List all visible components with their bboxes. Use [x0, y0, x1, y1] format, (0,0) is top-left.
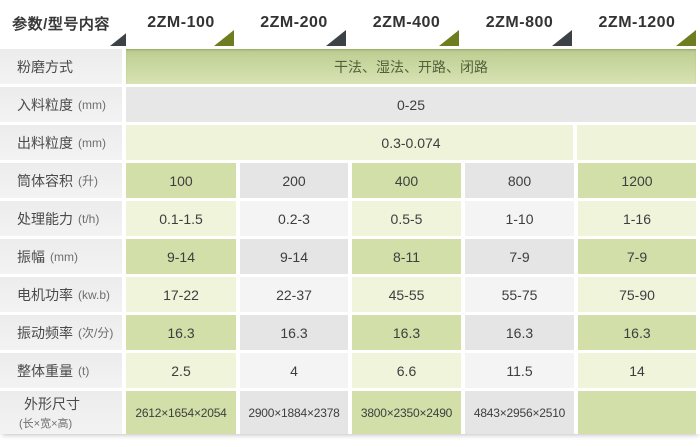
table-cell: 9-14: [240, 239, 348, 274]
header-param-label: 参数/型号内容: [12, 15, 110, 33]
corner-triangle-dark-icon: [552, 30, 572, 46]
table-cell: 1-10: [465, 201, 574, 236]
table-cell: 0.5-5: [352, 201, 461, 236]
row-unit-text: (mm): [78, 97, 106, 112]
grinding-method-value: 干法、湿法、开路、闭路: [126, 49, 696, 84]
row-label-capacity: 处理能力 (t/h): [0, 201, 122, 236]
spec-table: 参数/型号内容 2ZM-100 2ZM-200 2ZM-400 2ZM-800 …: [0, 0, 696, 434]
row-unit-text: (次/分): [78, 326, 114, 340]
row-label-text: 整体重量: [17, 362, 73, 379]
row-unit-text: (t): [78, 363, 90, 378]
table-cell: 2.5: [126, 353, 236, 388]
row-label-grinding-method: 粉磨方式: [0, 49, 122, 84]
table-cell: 11.5: [465, 353, 574, 388]
table-cell: 7-9: [465, 239, 574, 274]
table-cell: 1-16: [578, 201, 696, 236]
table-cell: 4843×2956×2510: [465, 391, 574, 434]
header-model-2zm-1200: 2ZM-1200: [578, 0, 696, 46]
table-cell: 0.2-3: [240, 201, 348, 236]
row-label-text: 处理能力: [17, 210, 73, 227]
model-label: 2ZM-100: [147, 14, 215, 31]
table-cell: 75-90: [578, 277, 696, 312]
table-cell: 2612×1654×2054: [126, 391, 236, 434]
row-unit-text: (mm): [78, 135, 106, 150]
corner-triangle-dark-icon: [326, 30, 346, 46]
table-cell: 2900×1884×2378: [240, 391, 348, 434]
row-label-text: 外形尺寸: [24, 396, 80, 412]
row-label-amplitude: 振幅 (mm): [0, 239, 122, 274]
row-label-text: 电机功率: [17, 286, 73, 303]
table-cell: 1200: [578, 163, 696, 198]
table-cell: 16.3: [240, 315, 348, 350]
row-label-text: 筒体容积: [17, 172, 73, 189]
row-label-overall-dimensions: 外形尺寸 (长×宽×高): [0, 391, 122, 434]
table-cell: [578, 391, 696, 434]
model-label: 2ZM-800: [485, 14, 554, 31]
row-label-text: 入料粒度: [17, 96, 73, 113]
model-label: 2ZM-400: [372, 14, 441, 31]
header-model-2zm-100: 2ZM-100: [126, 0, 236, 46]
row-unit-text: (长×宽×高): [19, 418, 73, 430]
table-cell: 400: [352, 163, 461, 198]
output-size-value: 0.3-0.074: [126, 125, 696, 160]
row-unit-text: (t/h): [78, 211, 100, 226]
row-label-text: 振幅: [17, 248, 45, 265]
table-cell: 800: [465, 163, 574, 198]
table-cell: 16.3: [126, 315, 236, 350]
table-cell: 3800×2350×2490: [352, 391, 461, 434]
row-unit-text: (kw.b): [78, 287, 111, 302]
row-label-text: 粉磨方式: [17, 58, 73, 75]
table-cell: 45-55: [352, 277, 461, 312]
table-cell: 100: [126, 163, 236, 198]
row-unit-text: (mm): [50, 249, 78, 264]
table-cell: 14: [578, 353, 696, 388]
table-cell: 22-37: [240, 277, 348, 312]
corner-triangle-green-icon: [214, 30, 234, 46]
table-cell: 16.3: [578, 315, 696, 350]
row-label-text: 出料粒度: [17, 134, 73, 151]
table-cell: 0.1-1.5: [126, 201, 236, 236]
header-model-2zm-400: 2ZM-400: [352, 0, 461, 46]
row-label-text: 振动频率: [17, 324, 73, 341]
model-label: 2ZM-1200: [598, 14, 676, 31]
model-label: 2ZM-200: [260, 14, 328, 31]
table-cell: 16.3: [352, 315, 461, 350]
table-cell: 6.6: [352, 353, 461, 388]
table-cell: 9-14: [126, 239, 236, 274]
row-label-feed-size: 入料粒度 (mm): [0, 87, 122, 122]
header-model-2zm-200: 2ZM-200: [240, 0, 348, 46]
corner-triangle-dark-icon: [110, 30, 130, 46]
row-label-total-weight: 整体重量 (t): [0, 353, 122, 388]
row-label-motor-power: 电机功率 (kw.b): [0, 277, 122, 312]
corner-triangle-green-icon: [439, 30, 459, 46]
feed-size-value: 0-25: [126, 87, 696, 122]
header-param-cell: 参数/型号内容: [0, 0, 130, 46]
table-cell: 17-22: [126, 277, 236, 312]
row-unit-text: (升): [78, 174, 98, 188]
table-cell: 8-11: [352, 239, 461, 274]
table-cell: 16.3: [465, 315, 574, 350]
table-cell: 7-9: [578, 239, 696, 274]
header-model-2zm-800: 2ZM-800: [465, 0, 574, 46]
corner-triangle-green-icon: [676, 30, 696, 46]
table-cell: 200: [240, 163, 348, 198]
row-label-cylinder-volume: 筒体容积 (升): [0, 163, 122, 198]
table-cell: 55-75: [465, 277, 574, 312]
row-label-vibration-frequency: 振动频率 (次/分): [0, 315, 122, 350]
row-label-output-size: 出料粒度 (mm): [0, 125, 122, 160]
table-cell: 4: [240, 353, 348, 388]
